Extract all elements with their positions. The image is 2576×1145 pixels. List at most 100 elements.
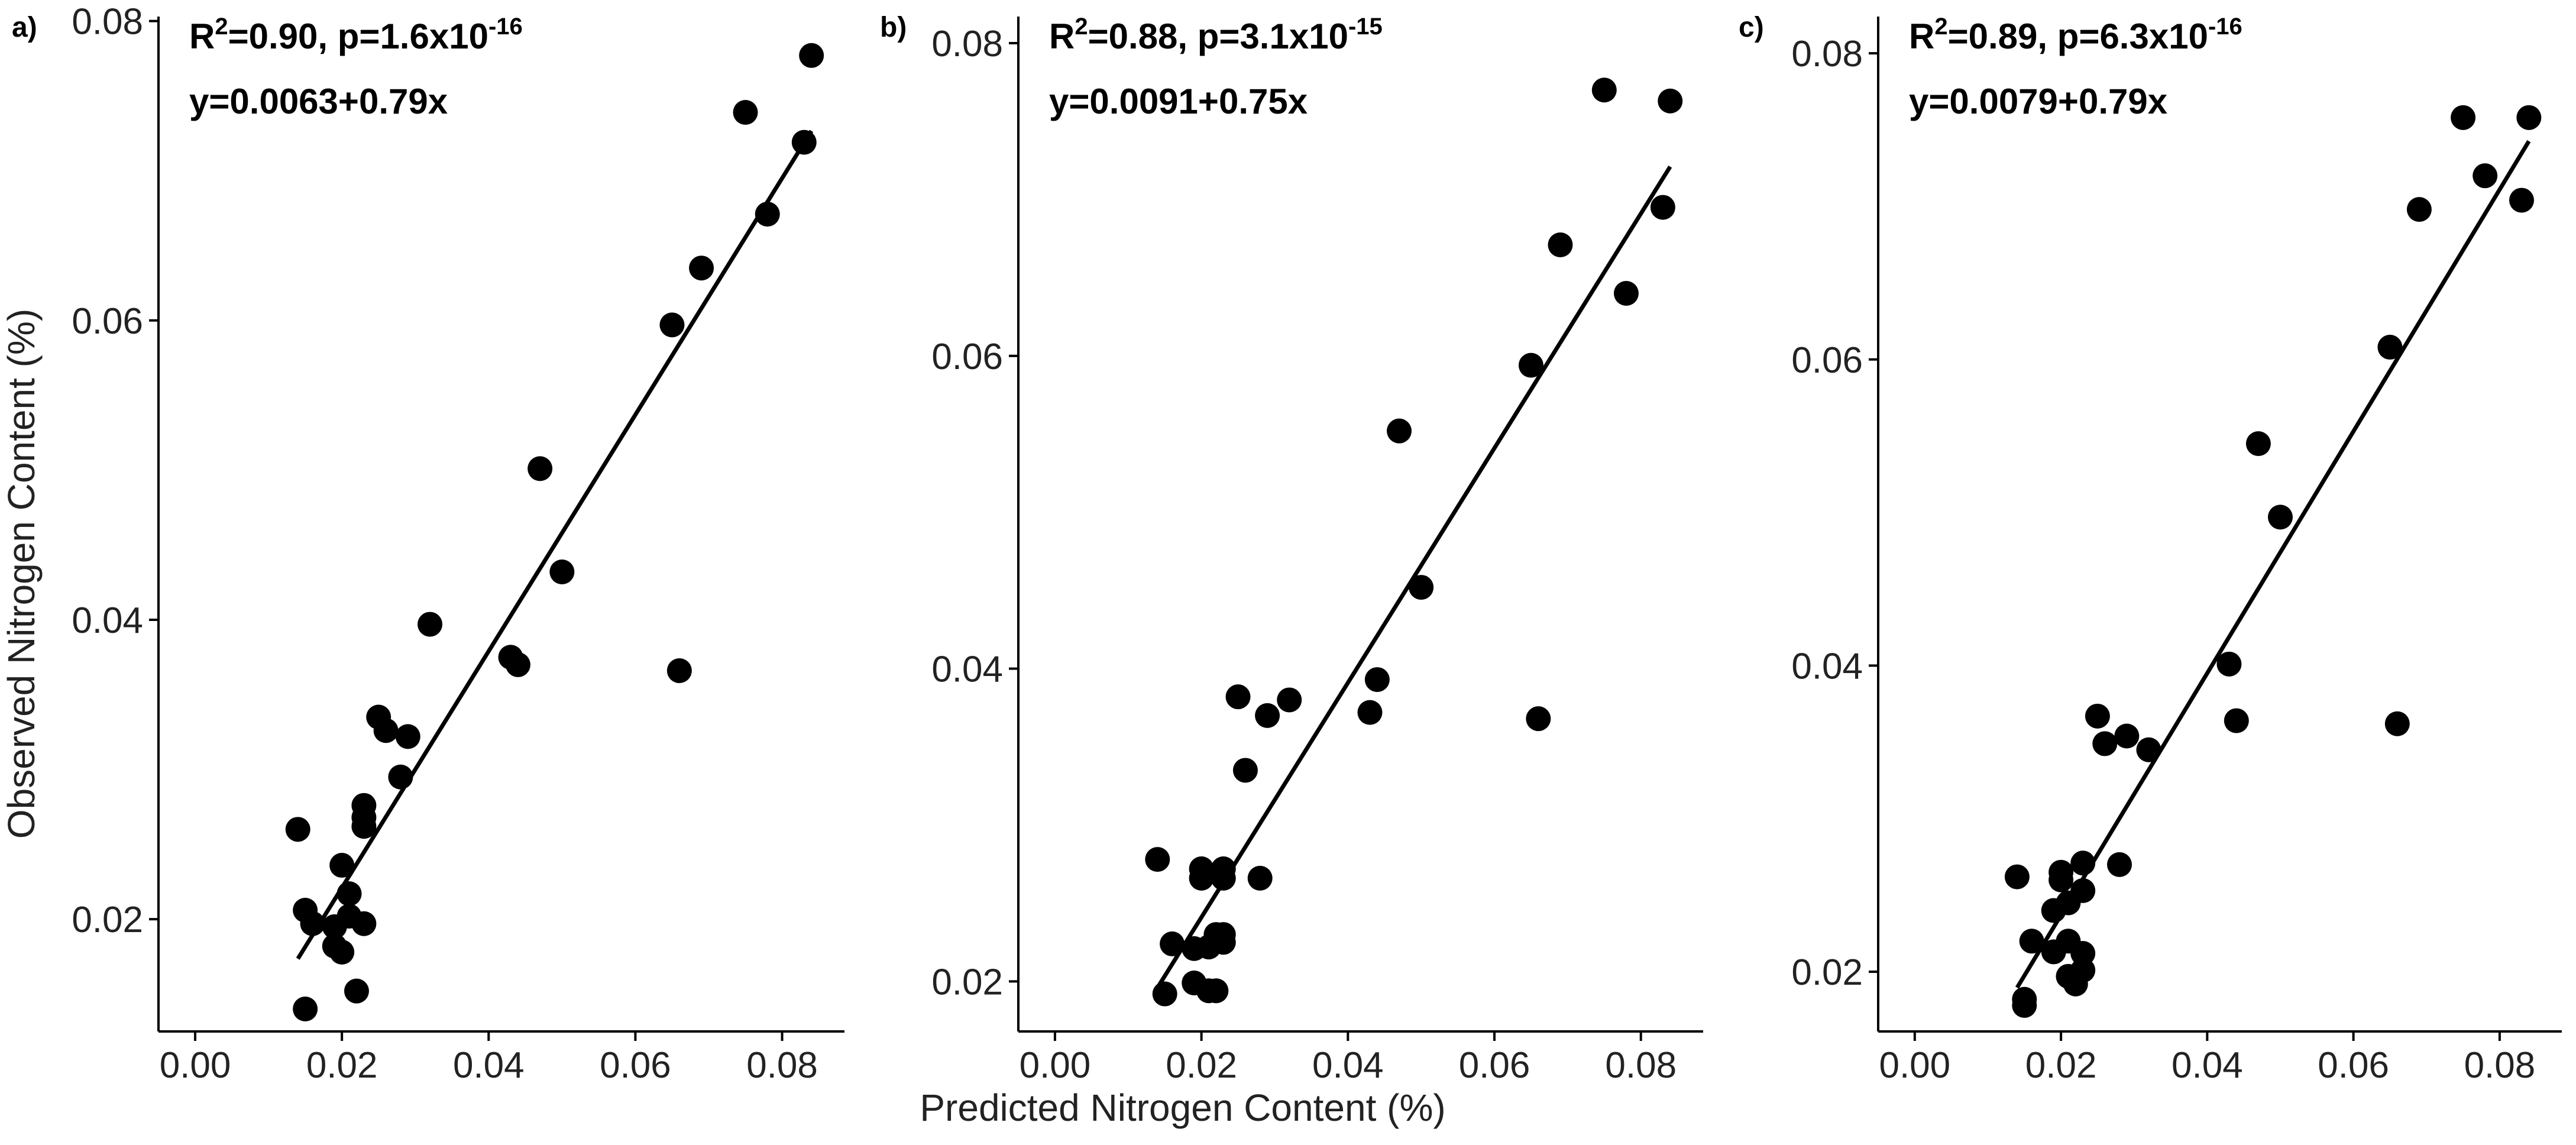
data-point [666,658,692,684]
data-point [1613,281,1639,306]
panel-label: b) [880,12,907,43]
data-point [1591,77,1617,103]
p-exponent: -15 [1348,14,1383,40]
panel-c: 0.02 0.04 0.06 0.08 0.00 0.02 0.04 0.06 0.08 c) R2… [1739,12,2562,1086]
data-point [1357,700,1383,725]
panel-label: a) [12,12,37,43]
data-point [1658,88,1683,114]
y-tick-label: 0.06 [1791,340,1863,381]
data-point [689,255,714,281]
data-point [2070,850,2096,876]
data-point [329,853,355,878]
y-tick-label: 0.08 [931,24,1003,64]
data-point [2245,431,2271,457]
data-point [395,724,420,749]
data-point [2012,993,2037,1018]
data-point [1211,930,1236,955]
data-point [1145,847,1170,872]
r2-value: =0.90, p=1.6x10 [228,17,488,56]
x-tick-label: 0.04 [453,1045,525,1086]
data-point [1247,865,1273,891]
data-point [755,202,780,227]
data-point [2509,187,2534,213]
x-tick-label: 0.04 [1312,1045,1384,1086]
panel-b: 0.02 0.04 0.06 0.08 0.00 0.02 0.04 0.06 0.08 b) R2… [880,12,1703,1086]
data-point [2268,504,2293,530]
data-point [1211,865,1236,891]
data-point [1277,687,1302,713]
y-tick-label: 0.02 [1791,952,1863,993]
x-tick-label: 0.04 [2172,1045,2243,1086]
y-tick-label: 0.08 [1791,34,1863,75]
y-tick-label: 0.02 [931,962,1003,1002]
data-point [388,764,413,790]
data-point [2048,867,2074,892]
x-tick-label: 0.08 [746,1045,818,1086]
data-point [799,43,824,68]
data-point [505,652,530,677]
data-point [528,456,553,481]
data-point [1409,575,1434,600]
x-tick-label: 0.02 [306,1045,378,1086]
y-tick-label: 0.02 [72,900,143,940]
fit-equation: y=0.0091+0.75x [1049,82,1308,121]
r2-superscript: 2 [215,14,228,40]
x-tick-label: 0.00 [1020,1045,1091,1086]
fit-equation: y=0.0063+0.79x [189,82,448,121]
data-point [1548,232,1573,258]
panel-a: 0.02 0.04 0.06 0.08 0.00 0.02 0.04 0.06 0.08 a) R2… [12,2,844,1086]
data-point [1160,931,1185,956]
y-tick-label: 0.04 [1791,646,1863,687]
data-point [344,978,369,1004]
r2-annotation: R2=0.90, p=1.6x10-16 [189,14,523,56]
data-point [1364,667,1390,693]
regression-line [296,130,814,960]
data-point [300,911,325,936]
r2-symbol: R [1049,17,1075,56]
x-tick-label: 0.06 [600,1045,671,1086]
x-tick-label: 0.06 [1459,1045,1530,1086]
x-tick-label: 0.00 [160,1045,231,1086]
data-point [1232,758,1258,783]
y-tick-label: 0.08 [72,2,143,43]
x-axis-title: Predicted Nitrogen Content (%) [920,1086,1445,1129]
data-point [1255,703,1280,728]
data-point [293,997,318,1022]
data-point [2070,878,2096,903]
data-point [1650,195,1675,220]
x-tick-label: 0.06 [2318,1045,2389,1086]
data-point [373,718,399,743]
data-point [285,817,310,842]
data-point [2136,737,2161,762]
regression-line [2015,140,2531,989]
data-point [418,612,443,637]
y-tick-label: 0.06 [72,301,143,342]
data-point [549,559,575,584]
r2-superscript: 2 [1934,14,1947,40]
data-point [1225,684,1251,710]
y-tick-label: 0.06 [931,337,1003,377]
data-point [2114,723,2140,749]
data-point [1387,418,1412,444]
x-tick-label: 0.08 [2464,1045,2536,1086]
data-point [1518,352,1543,378]
r2-symbol: R [189,17,215,56]
data-point [2019,929,2044,954]
data-point [2070,958,2096,983]
data-point [1189,865,1214,891]
data-point [2107,852,2132,877]
data-point [2473,163,2498,189]
data-point [351,911,377,936]
data-point [2216,651,2242,677]
data-point [2377,335,2403,360]
data-point [2004,864,2030,890]
y-tick-label: 0.04 [72,600,143,641]
r2-symbol: R [1909,17,1934,56]
data-point [2092,731,2118,756]
data-point [791,130,817,155]
data-point [733,99,758,125]
x-tick-label: 0.02 [1166,1045,1237,1086]
data-point [351,805,377,830]
x-tick-label: 0.02 [2025,1045,2097,1086]
